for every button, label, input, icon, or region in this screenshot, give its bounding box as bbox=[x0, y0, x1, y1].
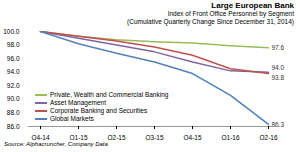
svg-text:98.0: 98.0 bbox=[7, 41, 20, 48]
html-text:Source: Alphacruncher, Company: Source: Alphacruncher, Company Data bbox=[4, 141, 108, 147]
svg-text:Q1-16: Q1-16 bbox=[221, 134, 239, 140]
html-text:Index of Front Office Personne: Index of Front Office Personnel by Segme… bbox=[167, 10, 294, 17]
svg-text:93.8: 93.8 bbox=[272, 74, 285, 81]
svg-text:96.0: 96.0 bbox=[7, 55, 20, 62]
html-text:Asset Management: Asset Management bbox=[50, 99, 106, 106]
svg-text:97.6: 97.6 bbox=[272, 44, 285, 51]
svg-text:94.0: 94.0 bbox=[272, 64, 285, 71]
svg-text:88.0: 88.0 bbox=[7, 109, 20, 116]
html-text:Corporate Banking and Securiti: Corporate Banking and Securities bbox=[50, 107, 148, 114]
html-text:Global Markets: Global Markets bbox=[50, 115, 94, 122]
svg-text:94.0: 94.0 bbox=[7, 68, 20, 75]
html-text:Large European Bank: Large European Bank bbox=[211, 1, 294, 10]
svg-text:92.0: 92.0 bbox=[7, 82, 20, 89]
svg-text:100.0: 100.0 bbox=[3, 28, 20, 35]
svg-text:Q4-14: Q4-14 bbox=[31, 134, 49, 140]
svg-text:86.3: 86.3 bbox=[271, 120, 285, 128]
html-text:(Cumulative Quarterly Change S: (Cumulative Quarterly Change Since Decem… bbox=[127, 18, 294, 25]
svg-text:Q3-15: Q3-15 bbox=[145, 134, 163, 140]
svg-text:Q2-16: Q2-16 bbox=[259, 134, 277, 140]
svg-text:Q1-15: Q1-15 bbox=[69, 134, 87, 140]
svg-text:86.0: 86.0 bbox=[7, 123, 20, 130]
svg-text:90.0: 90.0 bbox=[7, 95, 20, 102]
svg-text:Q2-15: Q2-15 bbox=[107, 134, 125, 140]
svg-text:Q4-15: Q4-15 bbox=[183, 134, 201, 140]
html-text:Private, Wealth and Commercial: Private, Wealth and Commercial Banking bbox=[50, 91, 169, 98]
